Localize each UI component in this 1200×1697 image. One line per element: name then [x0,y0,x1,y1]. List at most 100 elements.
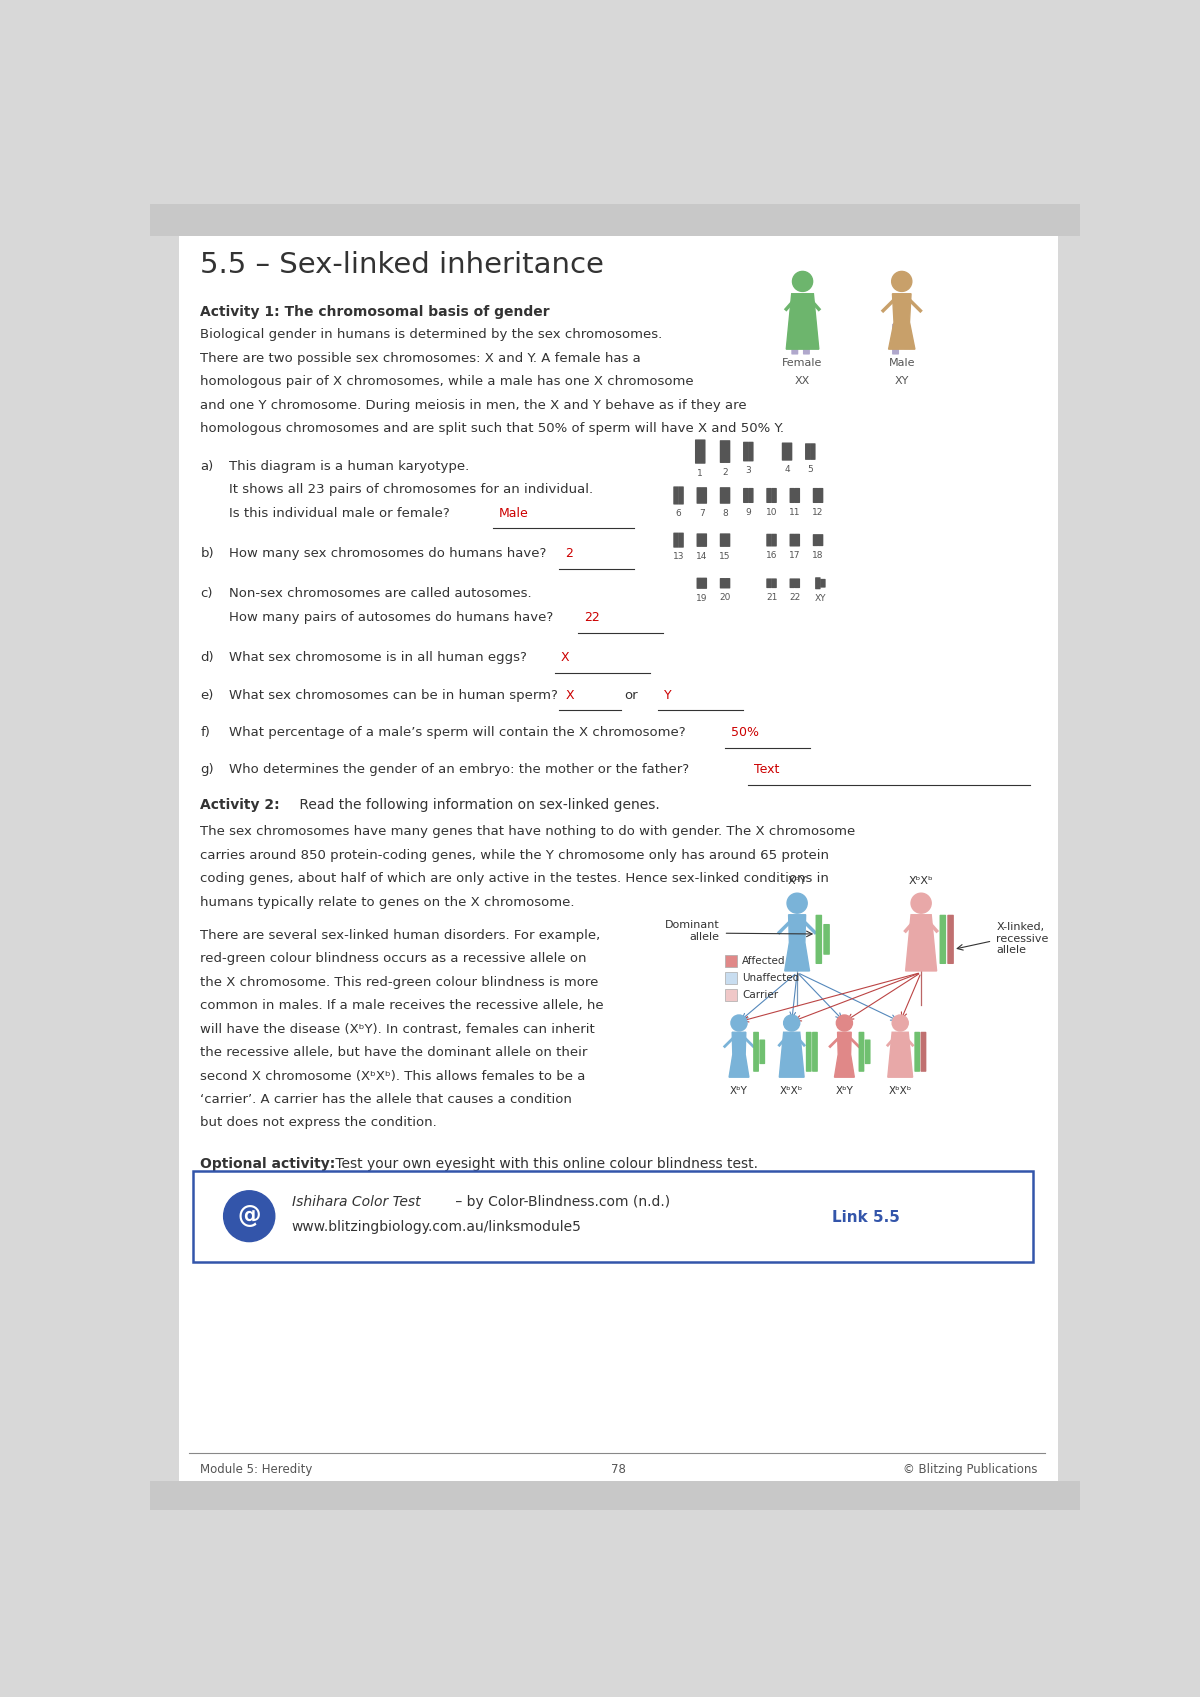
Polygon shape [888,294,914,350]
Text: 5: 5 [808,465,814,473]
FancyBboxPatch shape [812,1032,818,1073]
FancyBboxPatch shape [790,535,796,546]
Text: Unaffected: Unaffected [742,972,799,983]
FancyBboxPatch shape [794,489,800,502]
Text: 11: 11 [790,507,800,518]
Circle shape [892,1015,908,1032]
Text: e): e) [200,689,214,703]
Text: 2: 2 [565,546,574,560]
FancyBboxPatch shape [772,489,776,502]
Text: XY: XY [815,594,826,602]
FancyBboxPatch shape [794,579,800,589]
FancyBboxPatch shape [823,923,830,955]
FancyBboxPatch shape [696,533,702,546]
FancyBboxPatch shape [904,329,911,350]
Text: red-green colour blindness occurs as a recessive allele on: red-green colour blindness occurs as a r… [200,952,587,966]
Circle shape [731,1015,748,1032]
Text: 22: 22 [584,611,600,624]
Text: X-linked,
recessive
allele: X-linked, recessive allele [996,921,1049,955]
FancyBboxPatch shape [748,441,754,462]
Text: The sex chromosomes have many genes that have nothing to do with gender. The X c: The sex chromosomes have many genes that… [200,825,856,838]
FancyBboxPatch shape [720,440,725,463]
Text: and one Y chromosome. During meiosis in men, the X and Y behave as if they are: and one Y chromosome. During meiosis in … [200,399,746,412]
FancyBboxPatch shape [725,579,731,589]
FancyBboxPatch shape [760,1040,766,1064]
Circle shape [792,272,812,292]
Text: c): c) [200,587,212,601]
Text: but does not express the condition.: but does not express the condition. [200,1117,437,1130]
FancyBboxPatch shape [695,440,701,463]
FancyBboxPatch shape [193,1171,1033,1261]
Polygon shape [779,1032,804,1078]
Text: XᵇXᵇ: XᵇXᵇ [888,1086,912,1096]
Text: 16: 16 [766,552,778,560]
Text: There are two possible sex chromosomes: X and Y. A female has a: There are two possible sex chromosomes: … [200,351,641,365]
FancyBboxPatch shape [815,577,821,589]
Text: Biological gender in humans is determined by the sex chromosomes.: Biological gender in humans is determine… [200,329,662,341]
Text: 50%: 50% [731,726,760,740]
Text: homologous pair of X chromosomes, while a male has one X chromosome: homologous pair of X chromosomes, while … [200,375,694,389]
Text: XᵇY: XᵇY [730,1086,748,1096]
FancyBboxPatch shape [754,1032,758,1073]
Text: ‘carrier’. A carrier has the allele that causes a condition: ‘carrier’. A carrier has the allele that… [200,1093,572,1106]
Text: What sex chromosome is in all human eggs?: What sex chromosome is in all human eggs… [229,652,527,665]
Bar [725,972,738,984]
FancyBboxPatch shape [772,535,776,546]
Text: XᵇXᵇ: XᵇXᵇ [780,1086,803,1096]
FancyBboxPatch shape [767,489,772,502]
Text: Carrier: Carrier [742,989,779,1000]
Text: What percentage of a male’s sperm will contain the X chromosome?: What percentage of a male’s sperm will c… [229,726,685,740]
FancyBboxPatch shape [920,1032,926,1073]
Text: XᵇXᵇ: XᵇXᵇ [908,876,934,886]
FancyBboxPatch shape [702,577,707,589]
FancyBboxPatch shape [914,1032,920,1073]
Text: carries around 850 protein-coding genes, while the Y chromosome only has around : carries around 850 protein-coding genes,… [200,848,829,862]
Text: How many pairs of autosomes do humans have?: How many pairs of autosomes do humans ha… [229,611,553,624]
FancyBboxPatch shape [767,579,772,589]
Text: the X chromosome. This red-green colour blindness is more: the X chromosome. This red-green colour … [200,976,599,989]
Text: www.blitzingbiology.com.au/linksmodule5: www.blitzingbiology.com.au/linksmodule5 [292,1220,582,1234]
FancyBboxPatch shape [725,487,731,504]
FancyBboxPatch shape [673,487,679,504]
Text: Ishihara Color Test: Ishihara Color Test [292,1195,420,1210]
Text: d): d) [200,652,214,665]
Circle shape [836,1015,852,1032]
FancyBboxPatch shape [743,441,749,462]
Text: g): g) [200,764,214,777]
Text: 19: 19 [696,594,708,602]
Text: Read the following information on sex-linked genes.: Read the following information on sex-li… [295,798,660,813]
Text: Non-sex chromosomes are called autosomes.: Non-sex chromosomes are called autosomes… [229,587,532,601]
Circle shape [784,1015,799,1032]
Text: 22: 22 [790,592,800,602]
Text: 5.5 – Sex-linked inheritance: 5.5 – Sex-linked inheritance [200,251,605,280]
Text: It shows all 23 pairs of chromosomes for an individual.: It shows all 23 pairs of chromosomes for… [229,484,593,496]
FancyBboxPatch shape [700,440,706,463]
FancyBboxPatch shape [892,324,899,355]
FancyBboxPatch shape [725,533,731,546]
FancyBboxPatch shape [790,579,796,589]
Text: There are several sex-linked human disorders. For example,: There are several sex-linked human disor… [200,928,601,942]
Text: © Blitzing Publications: © Blitzing Publications [902,1463,1037,1476]
Bar [150,204,1080,236]
FancyBboxPatch shape [816,915,822,964]
Text: – by Color-Blindness.com (n.d.): – by Color-Blindness.com (n.d.) [451,1195,670,1210]
FancyBboxPatch shape [772,579,776,589]
FancyBboxPatch shape [810,443,816,460]
Text: 21: 21 [766,592,778,602]
Bar [725,989,738,1001]
FancyBboxPatch shape [820,579,826,587]
FancyBboxPatch shape [696,487,702,504]
FancyBboxPatch shape [696,577,702,589]
FancyBboxPatch shape [790,489,796,502]
Bar [150,1481,1080,1510]
FancyBboxPatch shape [818,489,823,502]
Circle shape [892,272,912,292]
Text: 14: 14 [696,552,708,560]
FancyBboxPatch shape [791,324,798,355]
Text: 4: 4 [785,465,790,475]
Text: 15: 15 [719,552,731,560]
Text: XY: XY [894,377,908,387]
FancyBboxPatch shape [720,487,725,504]
FancyBboxPatch shape [865,1040,870,1064]
Text: Activity 1: The chromosomal basis of gender: Activity 1: The chromosomal basis of gen… [200,305,550,319]
